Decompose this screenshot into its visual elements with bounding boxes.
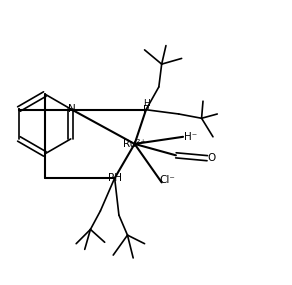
Text: O: O — [207, 153, 216, 163]
Text: H⁻: H⁻ — [184, 132, 197, 142]
Text: Ru²⁺: Ru²⁺ — [123, 139, 146, 149]
Text: N: N — [68, 104, 76, 114]
Text: PH: PH — [108, 173, 122, 183]
Text: H: H — [142, 99, 150, 108]
Text: P: P — [143, 105, 149, 115]
Text: Cl⁻: Cl⁻ — [159, 174, 175, 185]
